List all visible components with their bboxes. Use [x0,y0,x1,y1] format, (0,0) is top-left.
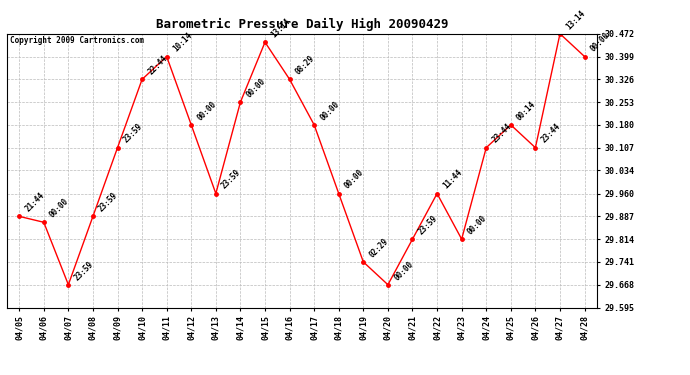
Text: 23:59: 23:59 [220,168,243,191]
Text: 00:00: 00:00 [343,168,366,191]
Title: Barometric Pressure Daily High 20090429: Barometric Pressure Daily High 20090429 [156,18,448,31]
Text: 23:59: 23:59 [417,214,440,236]
Text: 00:00: 00:00 [466,214,489,236]
Text: 23:59: 23:59 [72,259,95,282]
Text: 00:00: 00:00 [318,99,341,122]
Text: 22:44: 22:44 [146,54,169,76]
Text: 13:14: 13:14 [269,16,292,39]
Text: 10:14: 10:14 [171,31,194,54]
Text: 23:59: 23:59 [121,122,144,145]
Text: 00:00: 00:00 [48,197,70,219]
Text: Copyright 2009 Cartronics.com: Copyright 2009 Cartronics.com [10,36,144,45]
Text: 08:29: 08:29 [294,54,317,76]
Text: 23:44: 23:44 [491,122,513,145]
Text: 00:00: 00:00 [244,76,267,99]
Text: 21:44: 21:44 [23,191,46,214]
Text: 13:14: 13:14 [564,8,587,31]
Text: 00:00: 00:00 [589,31,611,54]
Text: 11:44: 11:44 [441,168,464,191]
Text: 00:14: 00:14 [515,99,538,122]
Text: 23:59: 23:59 [97,191,120,214]
Text: 02:29: 02:29 [368,236,391,259]
Text: 23:44: 23:44 [540,122,562,145]
Text: 00:00: 00:00 [195,99,218,122]
Text: 00:00: 00:00 [392,259,415,282]
